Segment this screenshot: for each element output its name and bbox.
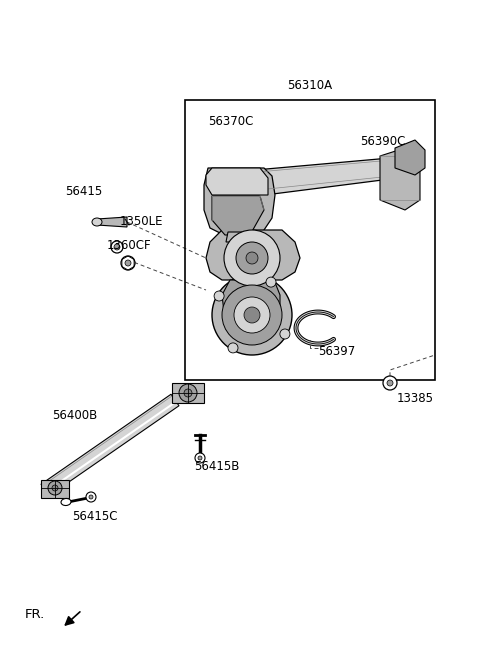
Text: 56390C: 56390C	[360, 135, 406, 148]
Circle shape	[224, 230, 280, 286]
Circle shape	[234, 297, 270, 333]
Polygon shape	[41, 394, 179, 496]
Polygon shape	[206, 168, 268, 195]
Circle shape	[86, 492, 96, 502]
Circle shape	[214, 291, 224, 301]
Circle shape	[184, 389, 192, 397]
Polygon shape	[41, 480, 69, 498]
Text: 56370C: 56370C	[208, 115, 253, 128]
Text: 56415B: 56415B	[194, 460, 240, 473]
Circle shape	[195, 453, 205, 463]
Polygon shape	[222, 280, 280, 318]
Circle shape	[228, 343, 238, 353]
Bar	[185, 100, 435, 380]
Circle shape	[114, 244, 120, 250]
Circle shape	[244, 307, 260, 323]
Polygon shape	[172, 383, 204, 403]
Circle shape	[111, 241, 123, 253]
Text: 1360CF: 1360CF	[107, 239, 152, 252]
Circle shape	[179, 384, 197, 402]
Circle shape	[246, 252, 258, 264]
Text: 56415C: 56415C	[72, 510, 118, 523]
Text: 56400B: 56400B	[52, 409, 97, 422]
Text: 56310A: 56310A	[288, 79, 333, 92]
Polygon shape	[380, 148, 420, 210]
Circle shape	[89, 495, 93, 499]
Text: 56397: 56397	[318, 345, 355, 358]
Ellipse shape	[61, 499, 71, 506]
Circle shape	[48, 481, 62, 495]
Ellipse shape	[92, 218, 102, 226]
Polygon shape	[212, 196, 264, 235]
Circle shape	[125, 260, 131, 266]
Circle shape	[222, 285, 282, 345]
Circle shape	[121, 256, 135, 270]
Circle shape	[236, 242, 268, 274]
Polygon shape	[204, 168, 275, 238]
Circle shape	[266, 277, 276, 287]
Polygon shape	[206, 230, 300, 280]
Circle shape	[280, 329, 290, 339]
Polygon shape	[255, 158, 398, 195]
Circle shape	[383, 376, 397, 390]
Circle shape	[198, 456, 202, 460]
Circle shape	[52, 485, 58, 491]
Text: 56415: 56415	[65, 185, 102, 198]
Circle shape	[387, 380, 393, 386]
Text: 13385: 13385	[397, 392, 434, 405]
Text: FR.: FR.	[25, 609, 45, 621]
Polygon shape	[226, 232, 250, 242]
Text: 1350LE: 1350LE	[120, 215, 164, 228]
Polygon shape	[97, 217, 127, 227]
Circle shape	[212, 275, 292, 355]
Polygon shape	[395, 140, 425, 175]
